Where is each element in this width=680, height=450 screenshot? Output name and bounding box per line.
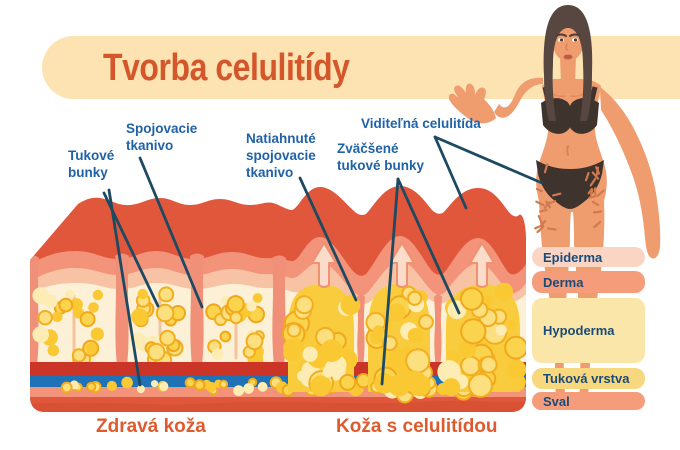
woman-panties: [536, 160, 604, 209]
legend-item-3: Tuková vrstva: [532, 368, 645, 389]
cellulite-skin-dashes: [534, 163, 605, 234]
legend-item-label: Derma: [543, 274, 584, 290]
pointer-viditelna-1: [433, 135, 468, 210]
callout-zvacsene-tukove-bunky: Zväčšené tukové bunky: [337, 141, 425, 173]
legend-item-2: Hypoderma: [532, 298, 645, 363]
legend-item-label: Tuková vrstva: [543, 371, 630, 386]
pointer-lines-group: [102, 135, 544, 387]
legend-item-0: Epiderma: [532, 247, 645, 267]
iris-right: [573, 38, 578, 42]
legend-item-label: Sval: [543, 393, 570, 409]
lips: [563, 54, 573, 60]
pointer-spojovacie-tkanivo: [138, 156, 204, 309]
legend-item-label: Hypoderma: [543, 323, 615, 338]
pointer-viditelna-2: [433, 135, 544, 185]
woman-arm-gesturing: [494, 77, 543, 118]
iris-left: [559, 38, 564, 42]
pointer-zvacsene-1: [380, 177, 400, 386]
callout-natiahnute-spojovacie-tkanivo: Natiahnuté spojovacie tkanivo: [246, 131, 316, 180]
callout-spojovacie-tkanivo: Spojovacie tkanivo: [126, 121, 198, 153]
woman-neck: [560, 56, 576, 84]
legend-item-label: Epiderma: [543, 249, 603, 265]
pointer-zvacsene-2: [396, 177, 461, 315]
woman-face: [552, 22, 584, 62]
callout-tukove-bunky: Tukové bunky: [68, 148, 115, 180]
navel-line: [566, 145, 569, 156]
muscle-band-shadow: [30, 401, 526, 412]
woman-arm-hanging: [600, 87, 661, 259]
eyebrow-right: [569, 33, 581, 37]
eyebrow-left: [555, 33, 567, 37]
woman-hair: [543, 5, 593, 121]
legend-item-1: Derma: [532, 271, 645, 293]
legend-item-4: Sval: [532, 392, 645, 410]
caption-cellulite-skin: Koža s celulitídou: [336, 416, 498, 437]
skin-layer-legend: Epiderma Derma Hypoderma Tuková vrstva Sval: [532, 0, 648, 450]
pointer-tukove-bunky-2: [107, 188, 142, 387]
woman-hand-open: [448, 83, 496, 124]
pressure-up-arrows: [311, 242, 495, 288]
pointer-natiahnute-tkanivo: [298, 176, 358, 302]
nose-line: [565, 43, 568, 51]
fat-cells-cellulite-group: [281, 282, 526, 398]
caption-healthy-skin: Zdravá koža: [96, 416, 206, 437]
callout-viditelna-celulitida: Viditeľná celulitída: [361, 116, 481, 131]
page-title: Tvorba celulitídy: [103, 47, 350, 89]
